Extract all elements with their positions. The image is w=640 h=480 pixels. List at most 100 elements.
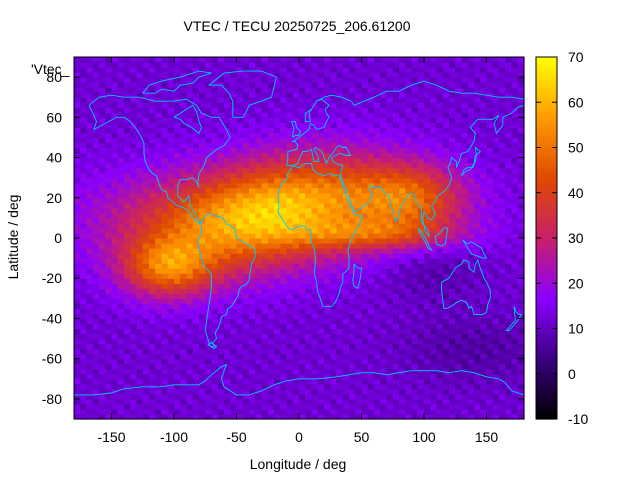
heat-cell <box>349 162 356 169</box>
heat-cell <box>324 343 331 350</box>
heat-cell <box>80 243 88 249</box>
heat-cell <box>486 348 494 355</box>
heat-cell <box>430 293 438 299</box>
heat-cell <box>242 197 250 204</box>
heat-cell <box>392 328 400 335</box>
heat-cell <box>461 268 469 274</box>
heat-cell <box>255 368 263 375</box>
heat-cell <box>442 358 450 365</box>
heat-cell <box>174 207 181 214</box>
heat-cell <box>324 238 331 244</box>
heat-cell <box>424 87 431 93</box>
heat-cell <box>199 97 206 103</box>
heat-cell <box>86 72 94 78</box>
heat-cell <box>486 238 494 244</box>
heat-cell <box>305 152 313 159</box>
heat-cell <box>261 413 269 420</box>
heat-cell <box>367 167 375 174</box>
heat-cell <box>380 238 388 244</box>
heat-cell <box>436 187 444 194</box>
heat-cell <box>105 383 113 390</box>
heat-cell <box>480 403 488 410</box>
heat-cell <box>386 62 394 68</box>
heat-cell <box>324 177 331 184</box>
heat-cell <box>74 187 81 194</box>
heat-cell <box>99 117 106 123</box>
heat-cell <box>280 87 288 93</box>
heat-cell <box>230 132 238 139</box>
heat-cell <box>342 323 350 330</box>
heat-cell <box>155 278 163 284</box>
heat-cell <box>255 232 263 239</box>
heat-cell <box>442 303 450 309</box>
heat-cell <box>486 182 494 189</box>
heat-cell <box>411 167 419 174</box>
heat-cell <box>130 343 138 350</box>
heat-cell <box>386 393 394 400</box>
heat-cell <box>242 268 250 274</box>
heat-cell <box>317 333 325 340</box>
heat-cell <box>280 393 288 400</box>
heat-cell <box>305 162 313 169</box>
heat-cell <box>242 147 250 154</box>
heat-cell <box>286 202 294 209</box>
heat-cell <box>167 62 175 68</box>
heat-cell <box>117 363 125 370</box>
heat-cell <box>155 182 163 189</box>
heat-cell <box>199 278 206 284</box>
heat-cell <box>155 197 163 204</box>
heat-cell <box>80 232 88 239</box>
heat-cell <box>161 243 169 249</box>
heat-cell <box>217 77 225 83</box>
heat-cell <box>236 152 244 159</box>
heat-cell <box>361 368 369 375</box>
heat-cell <box>249 318 256 325</box>
heat-cell <box>342 333 350 340</box>
heat-cell <box>236 112 244 118</box>
heat-cell <box>305 182 313 189</box>
heat-cell <box>111 403 119 410</box>
heat-cell <box>461 408 469 415</box>
heat-cell <box>211 403 219 410</box>
heat-cell <box>292 127 300 134</box>
heat-cell <box>330 197 338 204</box>
heat-cell <box>330 303 338 309</box>
heat-cell <box>211 227 219 234</box>
heat-cell <box>430 172 438 179</box>
heat-cell <box>367 222 375 229</box>
heat-cell <box>167 288 175 294</box>
heat-cell <box>286 172 294 179</box>
heat-cell <box>180 413 188 420</box>
heat-cell <box>242 333 250 340</box>
heat-cell <box>292 348 300 355</box>
heat-cell <box>186 187 194 194</box>
heat-cell <box>142 62 150 68</box>
heat-cell <box>74 87 81 93</box>
heat-cell <box>467 383 475 390</box>
heat-cell <box>80 328 88 335</box>
heat-cell <box>442 62 450 68</box>
heat-cell <box>430 333 438 340</box>
heat-cell <box>442 187 450 194</box>
heat-cell <box>180 338 188 345</box>
heat-cell <box>286 72 294 78</box>
heat-cell <box>149 227 156 234</box>
heat-cell <box>217 413 225 420</box>
heat-cell <box>99 157 106 164</box>
heat-cell <box>261 67 269 73</box>
heat-cell <box>455 303 463 309</box>
heat-cell <box>467 107 475 113</box>
heat-cell <box>130 303 138 309</box>
heat-cell <box>505 333 513 340</box>
heat-cell <box>286 102 294 108</box>
heat-cell <box>217 238 225 244</box>
heat-cell <box>80 117 88 123</box>
heat-cell <box>461 222 469 229</box>
heat-cell <box>255 57 263 63</box>
heat-cell <box>186 227 194 234</box>
heat-cell <box>324 172 331 179</box>
heat-cell <box>255 152 263 159</box>
heat-cell <box>499 202 506 209</box>
heat-cell <box>124 293 131 299</box>
heat-cell <box>424 403 431 410</box>
